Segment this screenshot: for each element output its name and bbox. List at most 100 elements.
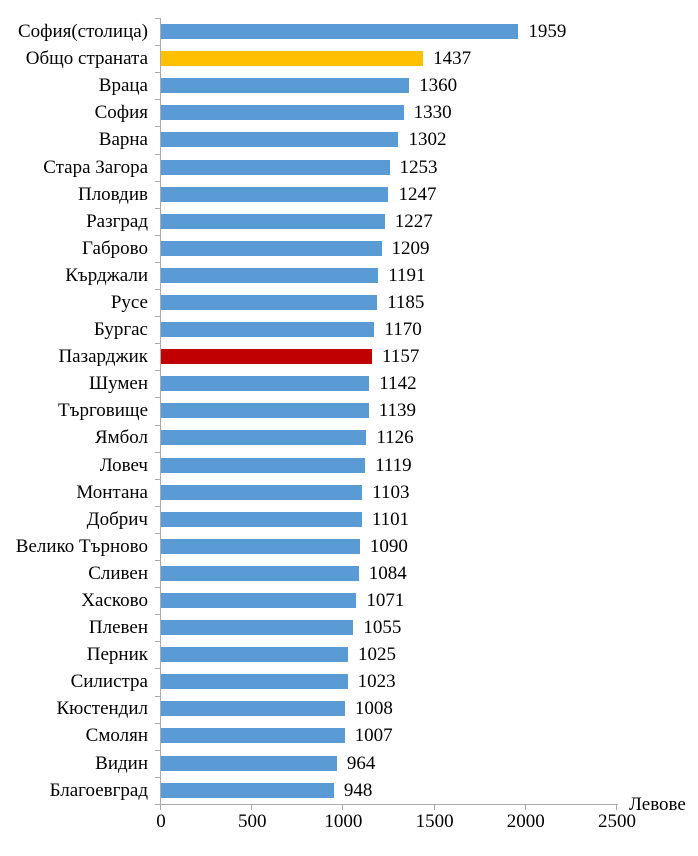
y-axis-tick <box>155 370 161 372</box>
bar <box>161 511 362 527</box>
y-axis-tick <box>155 207 161 209</box>
value-label: 1103 <box>372 481 410 503</box>
bar-row: Габрово 1209 <box>0 235 698 262</box>
bar-rows: София(столица) 1959 Общо страната 1437 Враца… <box>0 18 698 804</box>
bar <box>161 430 367 446</box>
bar-row: Пловдив 1247 <box>0 181 698 208</box>
bar-row: Варна 1302 <box>0 126 698 153</box>
value-label: 1253 <box>399 156 438 178</box>
category-label: Кюстендил <box>56 698 148 720</box>
bar <box>161 132 399 148</box>
category-label: Габрово <box>82 237 148 259</box>
category-label: Общо страната <box>25 48 148 70</box>
x-axis-tick <box>616 805 617 810</box>
bar-track: 1008 <box>161 695 617 722</box>
bar <box>161 294 378 310</box>
bar-row: Видин 964 <box>0 750 698 777</box>
x-axis-tick-label: 1000 <box>324 811 363 832</box>
y-axis-tick <box>155 72 161 74</box>
category-label: Благоевград <box>49 779 148 801</box>
bar-track: 1170 <box>161 316 617 343</box>
y-axis-tick <box>155 18 161 19</box>
bar <box>161 51 424 67</box>
value-label: 1191 <box>388 264 426 286</box>
y-axis-tick <box>155 343 161 345</box>
bar-row: Благоевград 948 <box>0 777 698 804</box>
category-label: Варна <box>98 129 148 151</box>
bar-track: 1209 <box>161 235 617 262</box>
x-axis-tick <box>524 805 526 810</box>
x-axis-tick-label: 2500 <box>598 811 636 832</box>
y-axis-tick <box>155 614 161 616</box>
value-label: 948 <box>343 779 373 801</box>
bar-row: Велико Търново 1090 <box>0 533 698 560</box>
x-axis-tick-label: 500 <box>237 811 267 832</box>
category-label: Силистра <box>70 671 148 693</box>
y-axis-tick <box>155 722 161 724</box>
y-axis-tick <box>155 180 161 182</box>
bar <box>161 403 369 419</box>
value-label: 1360 <box>419 75 458 97</box>
x-axis-tick <box>251 805 253 810</box>
bar-track: 1247 <box>161 181 617 208</box>
value-label: 1209 <box>391 237 430 259</box>
bar-track: 1071 <box>161 587 617 614</box>
y-axis-tick <box>155 776 161 778</box>
value-label: 1025 <box>357 644 396 666</box>
x-axis-title: Левове <box>629 794 686 815</box>
bar-track: 1191 <box>161 262 617 289</box>
bar-row: София 1330 <box>0 99 698 126</box>
value-label: 1247 <box>398 183 437 205</box>
category-label: София(столица) <box>17 21 148 43</box>
value-label: 1101 <box>371 508 410 530</box>
y-axis-tick <box>155 451 161 453</box>
category-label: Търговище <box>58 400 148 422</box>
bar-row: Сливен 1084 <box>0 560 698 587</box>
bar-row: Разград 1227 <box>0 208 698 235</box>
y-axis-tick <box>155 126 161 128</box>
bar-track: 1360 <box>161 72 617 99</box>
bar-row: Търговище 1139 <box>0 397 698 424</box>
bar-row: Хасково 1071 <box>0 587 698 614</box>
category-label: Враца <box>98 75 148 97</box>
category-label: Ямбол <box>94 427 148 449</box>
bar <box>161 620 354 636</box>
bar-track: 1142 <box>161 370 617 397</box>
bar <box>161 647 348 663</box>
category-label: Перник <box>86 644 148 666</box>
bar <box>161 105 404 121</box>
bar <box>161 267 379 283</box>
value-label: 1084 <box>368 562 407 584</box>
value-label: 1437 <box>433 48 472 70</box>
category-label: Стара Загора <box>43 156 148 178</box>
bar-track: 1157 <box>161 343 617 370</box>
y-axis-tick <box>155 560 161 561</box>
bar-row: Перник 1025 <box>0 641 698 668</box>
y-axis-tick <box>155 668 161 670</box>
bar <box>161 159 390 175</box>
y-axis-tick <box>155 803 161 805</box>
y-axis-tick <box>155 153 161 155</box>
bar <box>161 322 375 338</box>
category-label: Добрич <box>86 508 148 530</box>
category-label: София <box>94 102 148 124</box>
bar-row: Пазарджик 1157 <box>0 343 698 370</box>
bar-track: 1227 <box>161 208 617 235</box>
value-label: 1142 <box>379 373 417 395</box>
bar-row: Ямбол 1126 <box>0 424 698 451</box>
bar-row: Монтана 1103 <box>0 479 698 506</box>
bar-row: Кюстендил 1008 <box>0 695 698 722</box>
y-axis-tick <box>155 695 161 697</box>
bar-track: 1025 <box>161 641 617 668</box>
y-axis-tick <box>155 45 161 47</box>
bar-track: 1959 <box>161 18 617 45</box>
bar-track: 948 <box>161 777 617 804</box>
value-label: 1119 <box>375 454 412 476</box>
category-label: Шумен <box>88 373 148 395</box>
value-label: 1090 <box>369 535 408 557</box>
category-label: Русе <box>110 291 148 313</box>
bar-row: Ловеч 1119 <box>0 452 698 479</box>
category-label: Пазарджик <box>58 346 148 368</box>
bar-row: Стара Загора 1253 <box>0 153 698 180</box>
bar-row: Враца 1360 <box>0 72 698 99</box>
